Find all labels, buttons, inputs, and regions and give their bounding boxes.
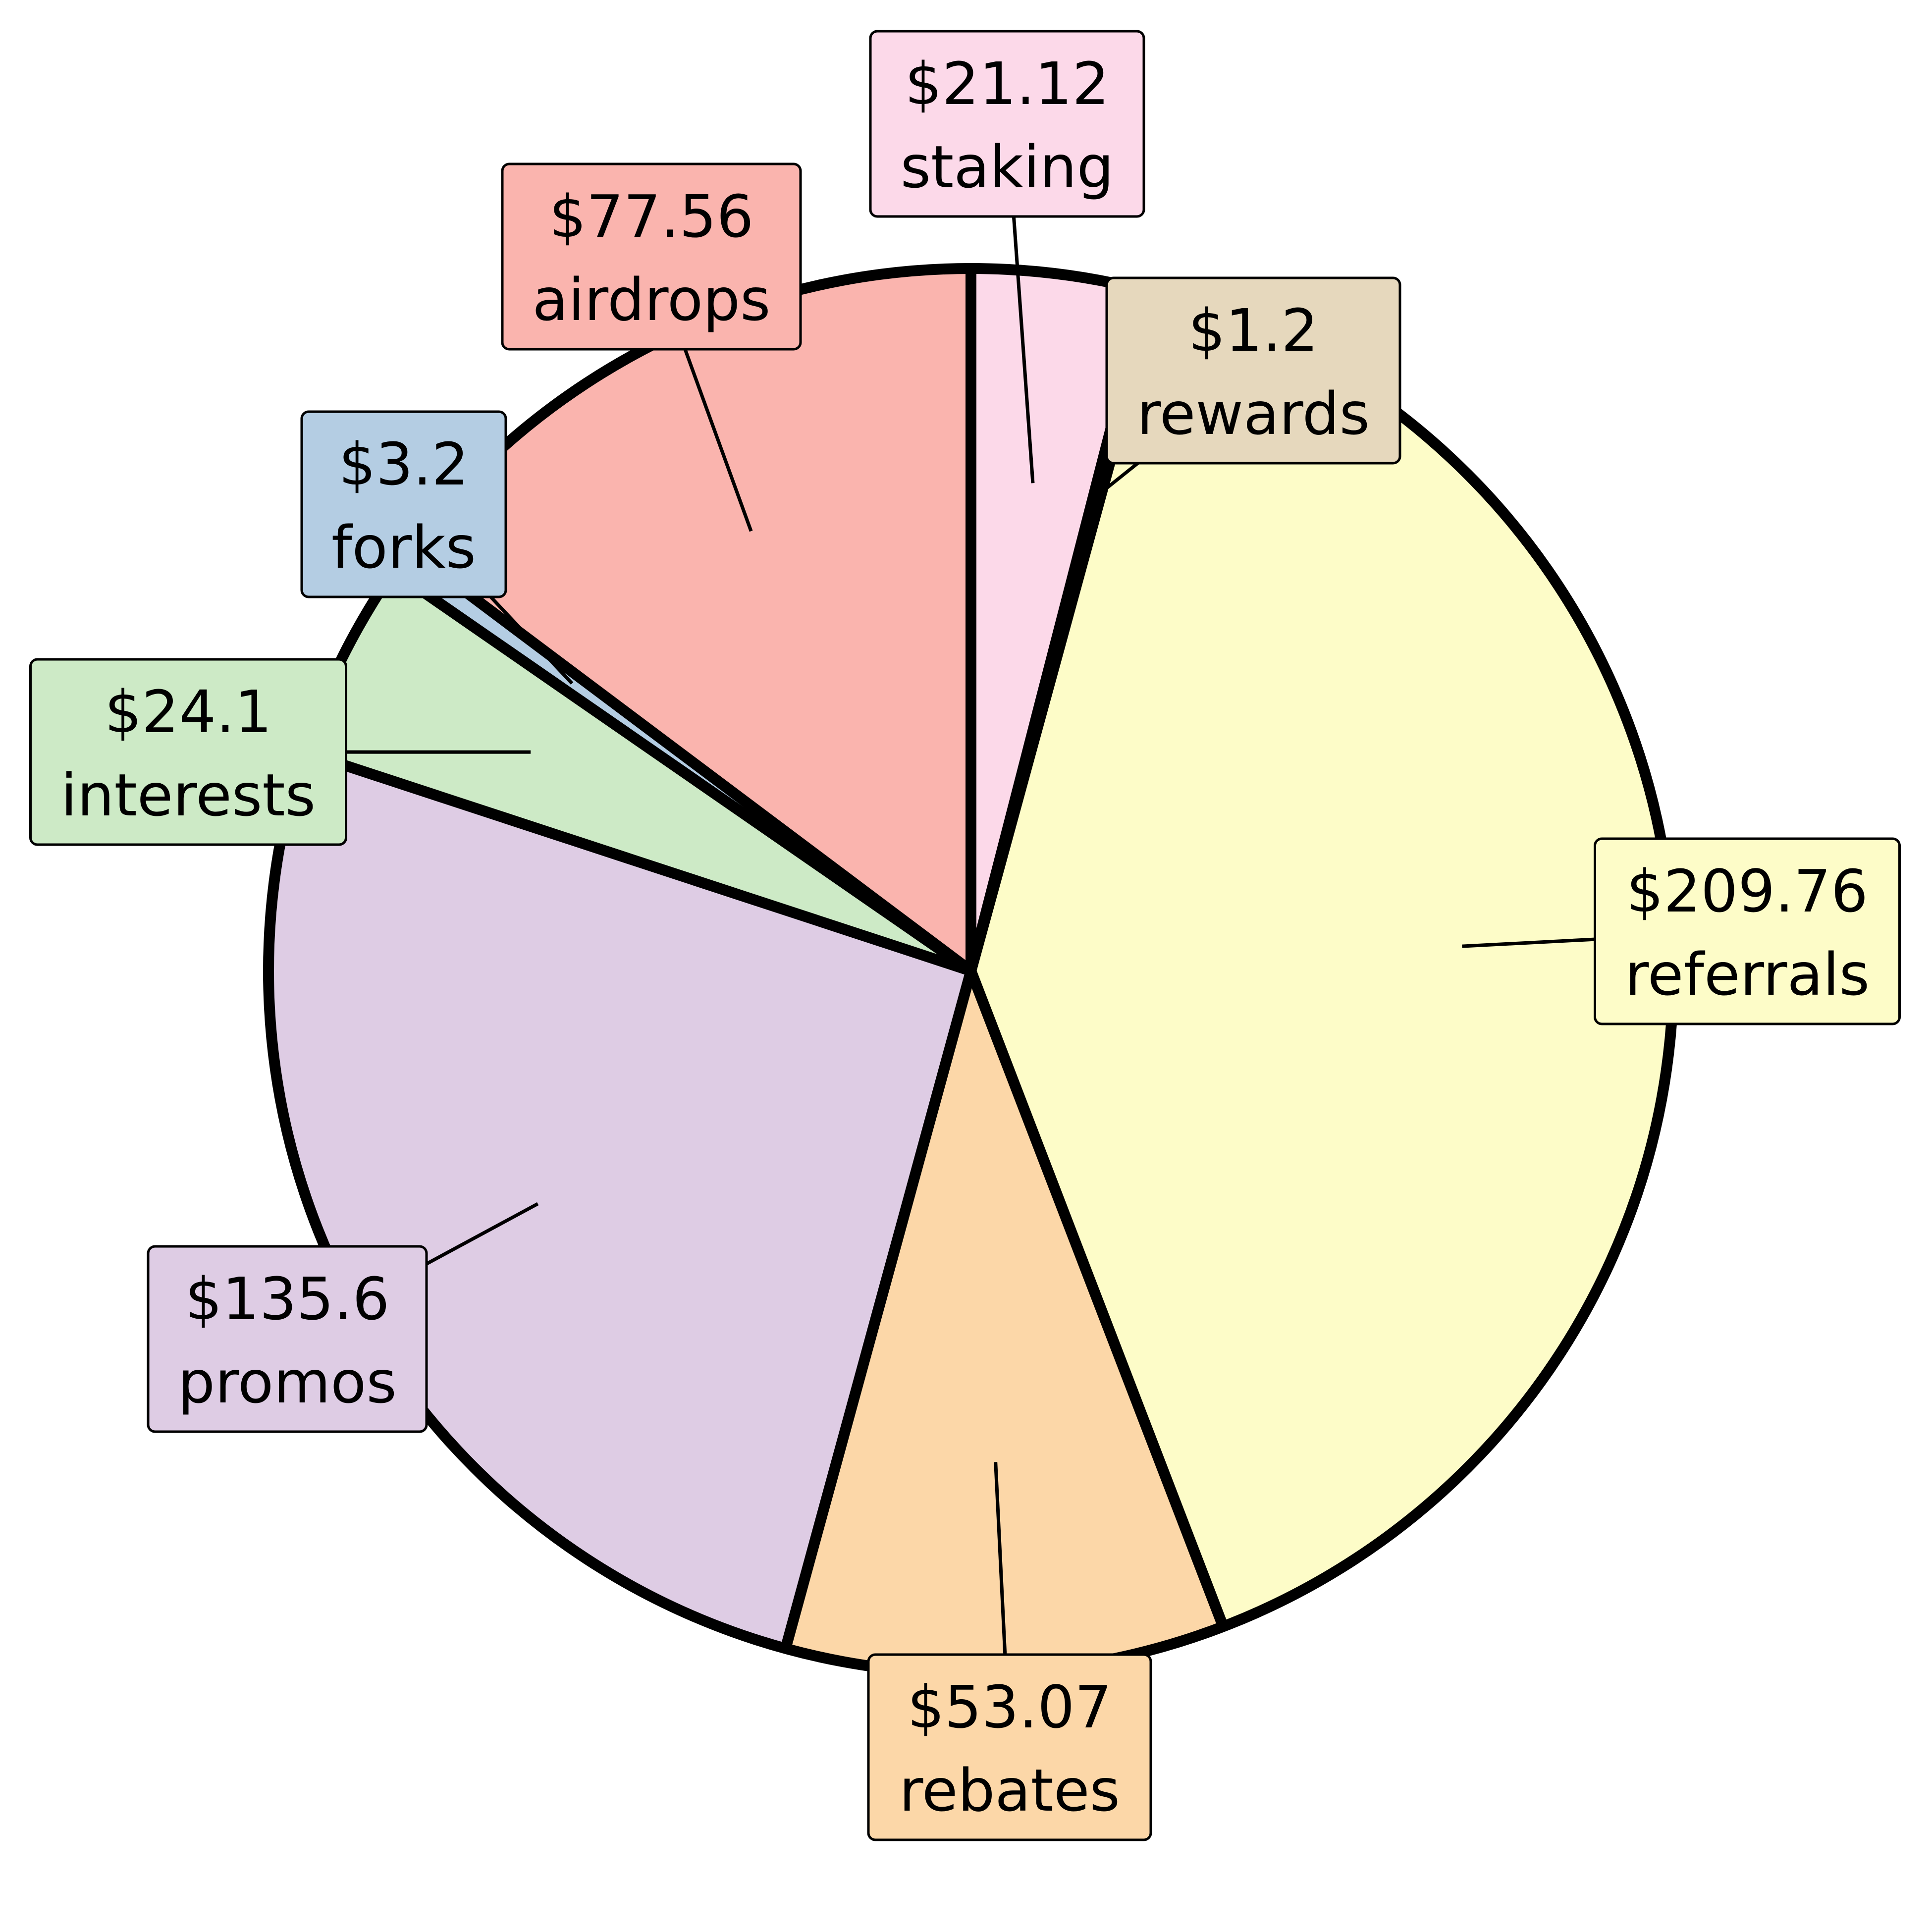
- slice-value-staking: $21.12: [905, 50, 1110, 118]
- slice-name-rewards: rewards: [1137, 379, 1370, 448]
- label-box-staking: [869, 30, 1145, 218]
- slice-name-referrals: referrals: [1625, 940, 1870, 1009]
- slice-edge-interests: [302, 747, 973, 976]
- slice-label-interests: $24.1 interests: [29, 658, 347, 846]
- slice-value-interests: $24.1: [105, 678, 272, 746]
- pie-slice-referrals: [971, 293, 1673, 1627]
- pie-slice-rebates: [785, 971, 1224, 1673]
- slice-value-airdrops: $77.56: [549, 182, 754, 251]
- slice-label-rebates: $53.07 rebates: [867, 1653, 1152, 1841]
- slice-name-interests: interests: [61, 761, 316, 829]
- label-box-referrals: [1594, 837, 1901, 1025]
- label-box-interests: [29, 658, 347, 846]
- slice-name-airdrops: airdrops: [533, 266, 771, 334]
- slice-value-promos: $135.6: [185, 1265, 390, 1333]
- slice-name-forks: forks: [331, 513, 476, 582]
- pie-slice-interests: [303, 571, 971, 971]
- slice-value-rewards: $1.2: [1188, 296, 1319, 365]
- label-box-rewards: [1105, 276, 1401, 465]
- slice-label-forks: $3.2 forks: [300, 410, 507, 598]
- slice-name-staking: staking: [901, 133, 1114, 201]
- pie-slice-promos: [268, 751, 971, 1649]
- label-box-airdrops: [501, 162, 802, 351]
- slice-label-airdrops: $77.56 airdrops: [501, 162, 802, 351]
- slice-value-rebates: $53.07: [908, 1673, 1112, 1741]
- slice-edge-airdrops: [406, 545, 974, 975]
- slice-name-rebates: rebates: [899, 1756, 1120, 1825]
- slice-label-referrals: $209.76 referrals: [1594, 837, 1901, 1025]
- slice-label-promos: $135.6 promos: [147, 1245, 428, 1433]
- slice-edge-rebates: [966, 969, 1229, 1629]
- label-box-promos: [147, 1245, 428, 1433]
- pie-slice-airdrops: [409, 268, 971, 971]
- label-box-rebates: [867, 1653, 1152, 1841]
- label-box-forks: [300, 410, 507, 598]
- slice-value-referrals: $209.76: [1626, 857, 1868, 925]
- slice-label-staking: $21.12 staking: [869, 30, 1145, 218]
- slice-name-promos: promos: [178, 1348, 397, 1416]
- slice-label-rewards: $1.2 rewards: [1105, 276, 1401, 465]
- slice-edge-promos: [780, 969, 976, 1650]
- slice-value-forks: $3.2: [339, 430, 469, 498]
